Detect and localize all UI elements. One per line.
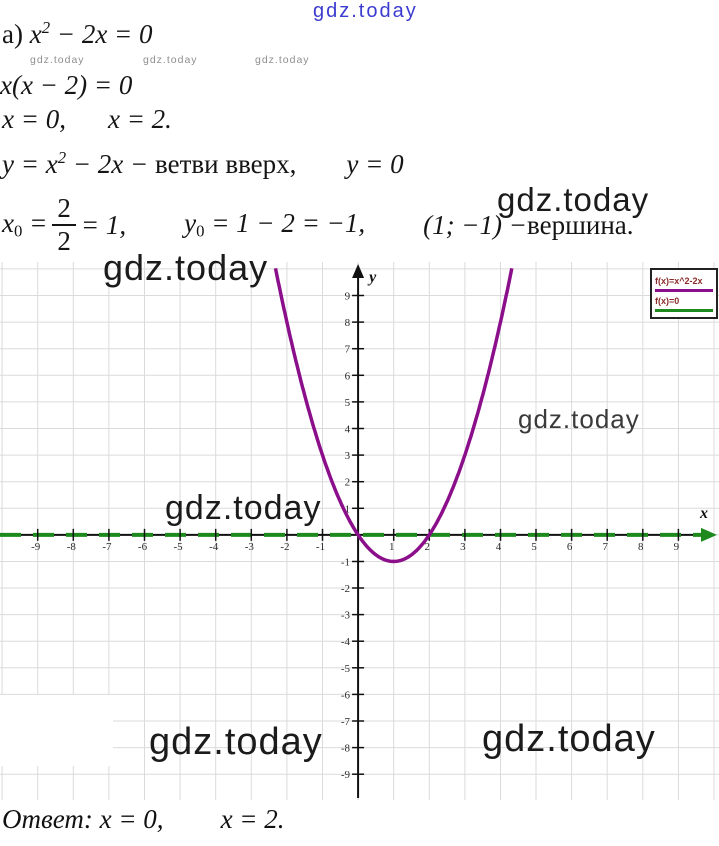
legend: f(x)=x^2-2x f(x)=0 — [650, 268, 718, 319]
svg-text:-3: -3 — [245, 541, 255, 553]
svg-text:-7: -7 — [102, 541, 112, 553]
svg-text:-7: -7 — [341, 716, 351, 728]
svg-text:-6: -6 — [138, 541, 148, 553]
subscript: 0 — [13, 221, 23, 241]
watermark: gdz.today — [149, 721, 323, 763]
watermark: gdz.today — [103, 247, 269, 288]
svg-text:-9: -9 — [31, 541, 41, 553]
svg-text:-4: -4 — [209, 541, 219, 553]
formula-text: x = 0, — [2, 104, 66, 134]
formula-text: − 2x = 0 — [50, 19, 153, 49]
svg-text:-5: -5 — [174, 541, 184, 553]
x-axis-arrow — [701, 527, 717, 542]
svg-text:8: 8 — [638, 541, 644, 553]
y-axis-label: y — [367, 269, 377, 286]
svg-text:3: 3 — [345, 450, 351, 462]
equation-line-2: x(x − 2) = 0 — [0, 70, 132, 101]
formula-text: x0 = — [2, 208, 48, 241]
watermark-small: gdz.today — [255, 54, 310, 66]
equation-line-4: y = x2 − 2x − ветви вверх, y = 0 — [2, 148, 404, 180]
x-axis-label: x — [699, 505, 708, 522]
graph-area: -9 -8 -7 -6 -5 -4 -3 -2 -1 1 2 3 4 5 6 7 8 9 -9 -8 -7 -6 -5 -4 -… — [0, 262, 719, 800]
svg-text:4: 4 — [345, 424, 351, 436]
part-label: а) — [2, 19, 30, 49]
svg-text:-5: -5 — [341, 663, 351, 675]
svg-text:-2: -2 — [280, 541, 289, 553]
tick-labels: -9 -8 -7 -6 -5 -4 -3 -2 -1 1 2 3 4 5 6 7 8 9 -9 -8 -7 -6 -5 -4 -… — [31, 291, 680, 782]
watermark: gdz.today — [165, 489, 322, 527]
svg-text:-1: -1 — [316, 541, 325, 553]
svg-text:6: 6 — [345, 370, 351, 382]
svg-text:5: 5 — [345, 397, 351, 409]
svg-text:3: 3 — [460, 541, 466, 553]
watermark: gdz.today — [482, 718, 656, 760]
subscript: 0 — [196, 221, 205, 241]
exponent: 2 — [41, 18, 51, 37]
svg-text:9: 9 — [674, 541, 680, 553]
formula-text: x(x − 2) = 0 — [0, 70, 133, 100]
function-plot: -9 -8 -7 -6 -5 -4 -3 -2 -1 1 2 3 4 5 6 7 8 9 -9 -8 -7 -6 -5 -4 -… — [0, 262, 719, 800]
formula-text: (1; −1) − — [423, 209, 527, 240]
svg-text:4: 4 — [496, 541, 502, 553]
formula-text: x = 2. — [107, 104, 172, 134]
formula-text: y0 = 1 − 2 = −1, — [184, 208, 366, 241]
erased-patch — [0, 695, 113, 766]
y-axis-arrow — [352, 264, 365, 278]
watermark: gdz.today — [497, 181, 650, 218]
legend-label: f(x)=0 — [655, 296, 679, 306]
svg-text:7: 7 — [345, 344, 351, 356]
equation-line-1: а) x2 − 2x = 0 — [2, 18, 153, 50]
exponent: 2 — [57, 148, 67, 167]
annotation-text: ветви вверх, — [155, 149, 297, 179]
svg-text:8: 8 — [345, 317, 351, 329]
svg-text:-2: -2 — [341, 583, 350, 595]
answer-line: Ответ: x = 0, x = 2. — [2, 804, 285, 835]
svg-text:-9: -9 — [341, 769, 351, 781]
svg-text:6: 6 — [567, 541, 573, 553]
answer-label: Ответ: — [2, 804, 100, 834]
svg-text:-8: -8 — [67, 541, 77, 553]
legend-label: f(x)=x^2-2x — [655, 276, 703, 286]
svg-text:2: 2 — [345, 477, 351, 489]
watermark-small: gdz.today — [30, 54, 85, 66]
svg-text:9: 9 — [345, 291, 351, 303]
formula-text: y = 0 — [346, 149, 404, 179]
equation-line-3: x = 0, x = 2. — [2, 104, 172, 135]
formula-text: − 2x − — [66, 149, 155, 179]
svg-text:-4: -4 — [341, 636, 351, 648]
watermark: gdz.today — [518, 404, 640, 434]
fraction-denominator: 2 — [57, 226, 71, 256]
annotation-text: вершина. — [527, 209, 634, 240]
svg-text:1: 1 — [389, 541, 395, 553]
formula-text: = 1, — [80, 209, 127, 240]
svg-text:-1: -1 — [341, 557, 350, 569]
svg-text:-6: -6 — [341, 689, 351, 701]
formula-text: x = 2. — [220, 804, 285, 834]
svg-text:-3: -3 — [341, 610, 351, 622]
fraction-numerator: 2 — [52, 193, 76, 226]
svg-text:-8: -8 — [341, 743, 351, 755]
formula-text: x = 0, — [99, 804, 164, 834]
watermark-small: gdz.today — [143, 54, 198, 66]
svg-text:1: 1 — [345, 503, 351, 515]
formula-text: y = x — [2, 149, 58, 179]
svg-text:7: 7 — [602, 541, 608, 553]
watermark-top: gdz.today — [313, 0, 418, 22]
svg-text:2: 2 — [425, 541, 431, 553]
curve-parabola — [273, 267, 514, 564]
svg-text:5: 5 — [531, 541, 537, 553]
formula-text: x — [29, 19, 42, 49]
